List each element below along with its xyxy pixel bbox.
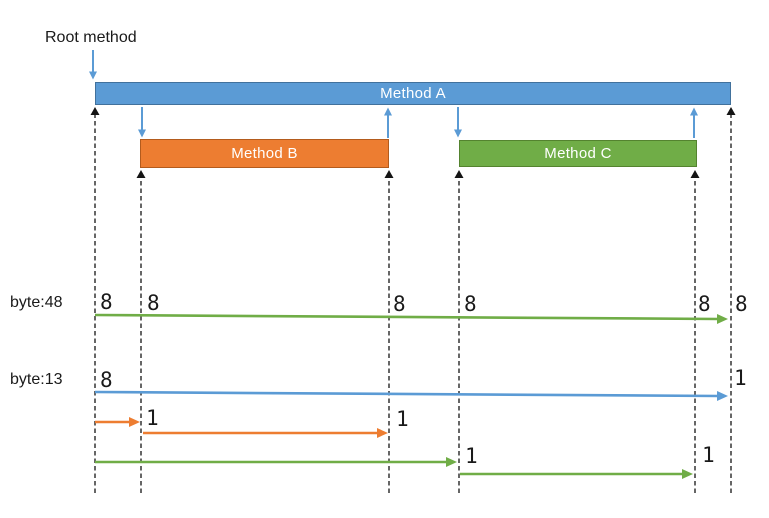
byte13-marker-start: 8: [100, 368, 113, 392]
alloc-c-marker-1: 1: [702, 443, 715, 467]
byte48-lifetime-arrow: [94, 313, 728, 324]
alloc-b-marker-0: 1: [146, 406, 159, 430]
byte48-marker-5: 8: [735, 292, 748, 316]
byte48-marker-2: 8: [393, 292, 406, 316]
byte48-marker-0: 8: [100, 290, 113, 314]
method-c-bar: Method C: [459, 140, 697, 167]
byte48-row-label: byte:48: [10, 294, 63, 311]
alloc-b-marker-1: 1: [396, 407, 409, 431]
root-method-annotation: Root method: [45, 29, 137, 46]
byte48-marker-1: 8: [147, 291, 160, 315]
byte13-marker-end: 1: [734, 366, 747, 390]
alloc-c-marker-0: 1: [465, 444, 478, 468]
byte48-marker-4: 8: [698, 292, 711, 316]
method-b-label: Method B: [231, 145, 298, 162]
byte13-row-label: byte:13: [10, 371, 63, 388]
method-a-label: Method A: [380, 85, 446, 102]
method-a-bar: Method A: [95, 82, 731, 105]
method-c-label: Method C: [544, 145, 612, 162]
byte48-marker-3: 8: [464, 292, 477, 316]
byte13-lifetime-arrow: [94, 390, 728, 401]
method-b-bar: Method B: [140, 139, 389, 168]
